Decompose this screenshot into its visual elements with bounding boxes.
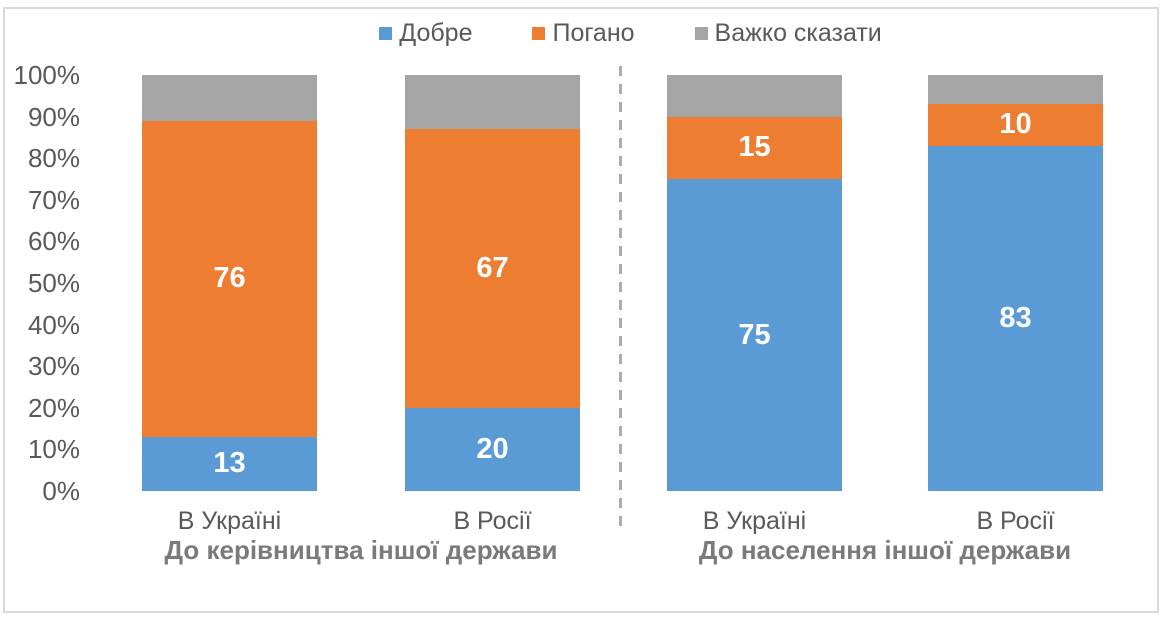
segment-dobre: 83 bbox=[928, 145, 1103, 491]
segment-dobre: 75 bbox=[667, 179, 842, 491]
y-axis: 0% 10% 20% 30% 40% 50% 60% 70% 80% 90% 100% bbox=[0, 62, 81, 504]
legend-swatch-dobre bbox=[379, 26, 393, 40]
x-category-label: В Україні bbox=[702, 507, 807, 535]
legend-label: Важко сказати bbox=[714, 18, 882, 47]
segment-value-label: 20 bbox=[476, 432, 509, 465]
y-tick-label: 10% bbox=[27, 434, 80, 465]
y-tick-label: 30% bbox=[27, 351, 80, 382]
segment-dobre: 20 bbox=[405, 407, 580, 491]
y-tick-label: 50% bbox=[27, 268, 80, 298]
segment-value-label: 75 bbox=[738, 318, 771, 351]
legend-swatch-vazhko-skazaty bbox=[694, 26, 708, 40]
bar-group2-2: 83 10 bbox=[928, 75, 1103, 491]
bar-group1-1: 13 76 bbox=[142, 75, 317, 491]
segment-vazhko-skazaty bbox=[142, 75, 317, 121]
legend-label: Добре bbox=[399, 18, 473, 47]
segment-vazhko-skazaty bbox=[928, 75, 1103, 105]
segment-value-label: 76 bbox=[213, 262, 246, 295]
legend-item-dobre: Добре bbox=[379, 19, 472, 48]
legend-item-pohano: Погано bbox=[532, 18, 635, 48]
segment-pohano: 76 bbox=[142, 120, 317, 437]
y-tick-label: 80% bbox=[27, 143, 80, 174]
legend-label: Погано bbox=[552, 18, 635, 47]
segment-pohano: 67 bbox=[405, 129, 580, 408]
y-tick-label: 20% bbox=[27, 392, 80, 423]
segment-value-label: 67 bbox=[476, 251, 509, 284]
bar-group1-2: 20 67 bbox=[405, 75, 580, 491]
y-tick-label: 60% bbox=[27, 226, 80, 257]
y-tick-label: 90% bbox=[27, 101, 80, 132]
y-tick-label: 40% bbox=[27, 309, 80, 340]
segment-value-label: 13 bbox=[213, 447, 246, 480]
segment-vazhko-skazaty bbox=[405, 75, 580, 130]
group-divider-dashed-line bbox=[619, 66, 622, 530]
segment-value-label: 15 bbox=[738, 131, 771, 164]
y-tick-label: 70% bbox=[27, 184, 80, 215]
x-category-label: В Росії bbox=[453, 507, 532, 535]
segment-pohano: 10 bbox=[928, 104, 1103, 146]
segment-value-label: 83 bbox=[999, 301, 1032, 334]
y-tick-label: 0% bbox=[42, 476, 80, 506]
x-category-label: В Україні bbox=[177, 507, 282, 535]
segment-dobre: 13 bbox=[142, 436, 317, 491]
y-tick-label: 100% bbox=[13, 60, 81, 90]
legend: Добре Погано Важко сказати bbox=[96, 19, 1165, 47]
legend-swatch-pohano bbox=[532, 26, 546, 40]
bar-group2-1: 75 15 bbox=[667, 75, 842, 491]
segment-value-label: 10 bbox=[999, 108, 1032, 141]
segment-vazhko-skazaty bbox=[667, 75, 842, 117]
group-title-population: До населення іншої держави bbox=[698, 535, 1072, 565]
segment-pohano: 15 bbox=[667, 116, 842, 179]
chart-frame bbox=[3, 7, 1159, 613]
legend-item-vazhko-skazaty: Важко сказати bbox=[694, 18, 882, 48]
x-category-label: В Росії bbox=[976, 507, 1055, 535]
plot-area: 13 76 20 67 75 15 83 10 bbox=[0, 66, 1165, 530]
group-title-leadership: До керівництва іншої держави bbox=[164, 535, 558, 565]
